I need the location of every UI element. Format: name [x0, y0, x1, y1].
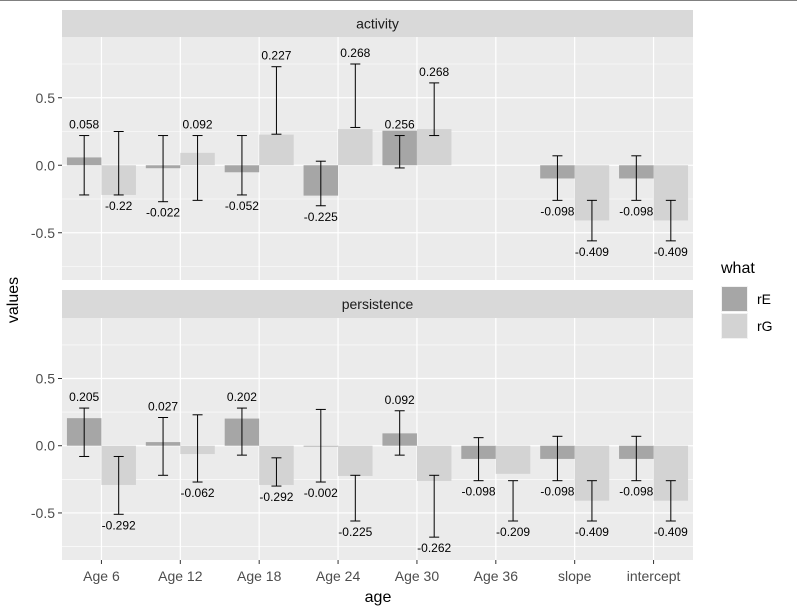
- x-tick-label-slope: slope: [558, 568, 592, 584]
- bar-rg-age-24: [338, 445, 373, 476]
- y-tick-label: 0.0: [36, 438, 56, 454]
- data-label: -0.052: [225, 199, 259, 213]
- series-rg: -0.22 0.092 0.227 0.268 0.268 -0.409 -0.409: [101, 46, 688, 259]
- series-re: 0.205 0.027 0.202 -0.002 0.092 -0.098 -0.098 -0…: [66, 390, 654, 500]
- data-label: -0.225: [304, 210, 338, 224]
- bar-rg-age-24: [338, 129, 373, 166]
- data-label: 0.092: [183, 118, 213, 132]
- facet-strip: [62, 290, 693, 318]
- data-label: -0.098: [619, 204, 653, 218]
- data-label: -0.225: [338, 525, 372, 539]
- data-label: -0.098: [540, 204, 574, 218]
- data-label: 0.205: [69, 390, 99, 404]
- legend-swatch-re: [722, 287, 747, 311]
- bar-rg-age-18: [259, 134, 294, 166]
- data-label: 0.268: [340, 46, 370, 60]
- y-tick-label: 0.5: [36, 371, 56, 387]
- x-axis: Age 6 Age 12 Age 18 Age 24 Age 30 Age 36 slope…: [83, 560, 681, 584]
- data-label: 0.092: [385, 393, 415, 407]
- data-label: -0.098: [540, 485, 574, 499]
- facet-strip-label: persistence: [342, 296, 414, 312]
- y-tick-label: -0.5: [31, 505, 55, 521]
- data-label: -0.292: [102, 518, 136, 532]
- y-tick-label: 0.5: [36, 90, 56, 106]
- y-tick-label: -0.5: [31, 225, 55, 241]
- data-label: -0.262: [417, 541, 451, 555]
- data-label: -0.22: [105, 199, 133, 213]
- x-tick-label-age-30: Age 30: [395, 568, 440, 584]
- data-label: -0.098: [619, 485, 653, 499]
- data-label: -0.209: [496, 525, 530, 539]
- data-label: -0.098: [462, 485, 496, 499]
- panel-activity: activity-0.50.00.50.058-0.022 -0.052-0.22…: [31, 10, 693, 280]
- data-label: 0.256: [385, 118, 415, 132]
- facet-strip: [62, 10, 693, 37]
- y-tick-label: 0.0: [36, 157, 56, 173]
- data-label: 0.027: [148, 399, 178, 413]
- legend-label-rg: rG: [757, 318, 773, 334]
- bar-rg-age-36: [495, 445, 531, 474]
- x-axis-title: age: [365, 589, 392, 606]
- panel-background: [62, 318, 693, 560]
- data-label: -0.409: [654, 525, 688, 539]
- panel-background: [62, 37, 693, 280]
- legend-swatch-rg: [722, 314, 747, 338]
- x-tick-label-age-36: Age 36: [474, 568, 519, 584]
- panel-persistence: persistence -0.5 0.0 0.5 0.205 0.027 0.202 -0.0…: [31, 290, 693, 560]
- x-tick-label-intercept: intercept: [627, 568, 681, 584]
- facet-strip-label: activity: [356, 16, 399, 32]
- legend-title: what: [720, 260, 755, 277]
- x-tick-label-age-12: Age 12: [158, 568, 203, 584]
- legend: what rE rG: [720, 260, 773, 339]
- y-axis-title: values: [5, 277, 22, 323]
- panels-layer: activity-0.50.00.50.058-0.022 -0.052-0.22…: [31, 10, 693, 560]
- series-re: 0.058 -0.022 -0.052 -0.225 0.256 -0.098 -0.098: [66, 118, 654, 224]
- data-label: -0.292: [259, 490, 293, 504]
- data-label: -0.409: [575, 245, 609, 259]
- x-tick-label-age-18: Age 18: [237, 568, 282, 584]
- series-rg: -0.292 -0.062 -0.292 -0.225 -0.262 -0.209 -0.4…: [101, 414, 688, 555]
- data-label: -0.409: [654, 245, 688, 259]
- data-label: 0.268: [419, 65, 449, 79]
- x-tick-label-age-6: Age 6: [83, 568, 120, 584]
- data-label: -0.022: [146, 206, 180, 220]
- data-label: -0.002: [304, 486, 338, 500]
- data-label: -0.062: [181, 486, 215, 500]
- data-label: 0.058: [69, 118, 99, 132]
- legend-label-re: rE: [757, 291, 771, 307]
- data-label: -0.409: [575, 525, 609, 539]
- data-label: 0.227: [261, 49, 291, 63]
- x-tick-label-age-24: Age 24: [316, 568, 361, 584]
- data-label: 0.202: [227, 390, 257, 404]
